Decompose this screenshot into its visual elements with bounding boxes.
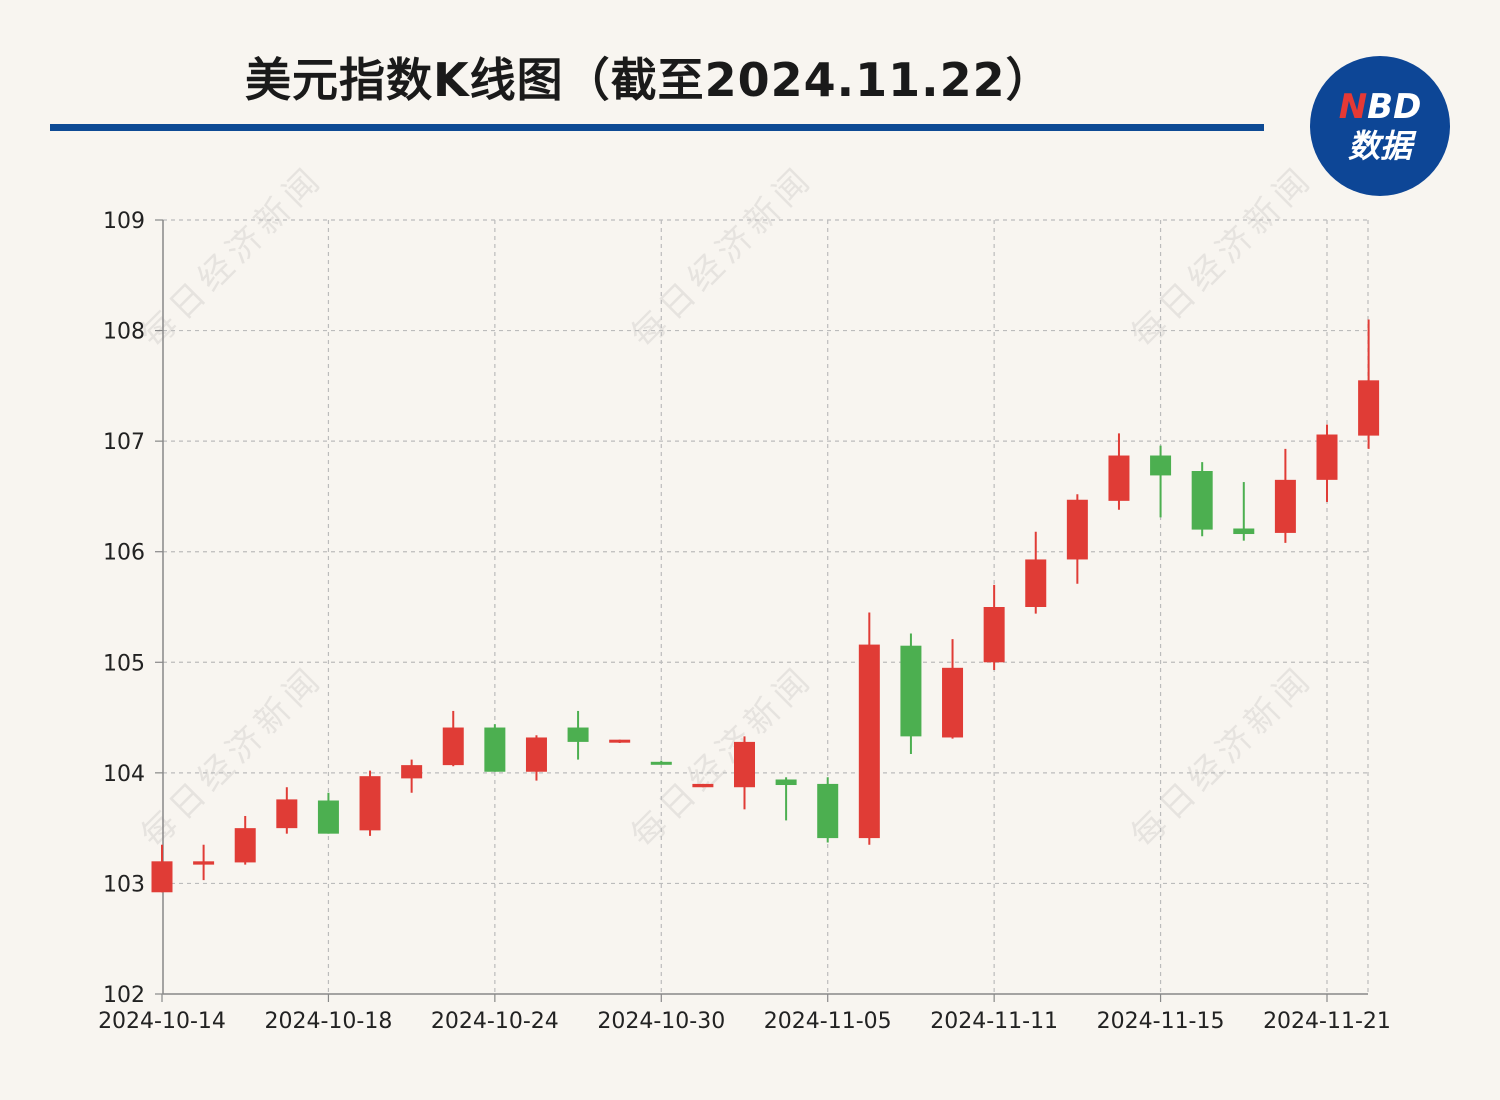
candle-body-up [1358, 380, 1380, 436]
candle-body-up [734, 741, 755, 788]
candle-body-up [942, 667, 964, 738]
x-tick-label: 2024-11-21 [1263, 1009, 1391, 1034]
candle-body-down [900, 645, 922, 737]
title-underline [50, 124, 1264, 131]
nbd-data-logo: NBD 数据 [1310, 56, 1450, 196]
candle-body-down [817, 783, 839, 839]
x-tick-label: 2024-10-14 [98, 1009, 226, 1034]
candle-body-down [317, 800, 339, 834]
y-tick-label: 104 [103, 762, 145, 787]
x-tick-label: 2024-11-15 [1097, 1009, 1225, 1034]
candle-body-up [234, 828, 256, 863]
y-tick-label: 105 [103, 651, 145, 676]
x-tick-label: 2024-10-18 [264, 1009, 392, 1034]
candle-body-up [401, 765, 423, 779]
candle-body-up [193, 861, 215, 865]
chart-title: 美元指数K线图（截至2024.11.22） [245, 53, 1053, 107]
logo-text-data: 数据 [1347, 127, 1412, 165]
y-tick-label: 103 [103, 872, 145, 897]
candle-body-down [567, 727, 589, 742]
candle-body-up [359, 776, 381, 831]
y-tick-label: 107 [103, 430, 145, 455]
candle-body-up [692, 783, 714, 788]
candle-body-up [442, 727, 464, 766]
y-tick-label: 102 [103, 983, 145, 1008]
candle-body-up [1066, 499, 1088, 560]
candle-body-up [983, 607, 1005, 663]
logo-text-nbd: NBD [1338, 87, 1422, 127]
x-tick-label: 2024-10-24 [431, 1009, 559, 1034]
y-tick-label: 108 [103, 320, 145, 345]
candle-body-up [1274, 479, 1296, 533]
candle-body-up [525, 737, 547, 772]
candle-body-down [484, 727, 506, 772]
candle-body-up [858, 644, 880, 839]
candle-body-up [151, 861, 173, 893]
x-tick-label: 2024-11-05 [764, 1009, 892, 1034]
candle-body-down [650, 761, 672, 765]
candle-body-down [1233, 528, 1255, 535]
y-tick-label: 106 [103, 541, 145, 566]
candle-body-up [1316, 434, 1338, 480]
candle-body-down [1150, 455, 1172, 476]
x-tick-label: 2024-10-30 [597, 1009, 725, 1034]
candle-body-up [609, 739, 631, 743]
x-tick-label: 2024-11-11 [930, 1009, 1058, 1034]
candle-body-up [1025, 559, 1047, 607]
candle-body-down [775, 779, 797, 786]
y-tick-label: 109 [103, 209, 145, 234]
candle-body-up [1108, 455, 1130, 501]
candle-body-down [1191, 470, 1213, 530]
candle-body-up [276, 799, 298, 829]
